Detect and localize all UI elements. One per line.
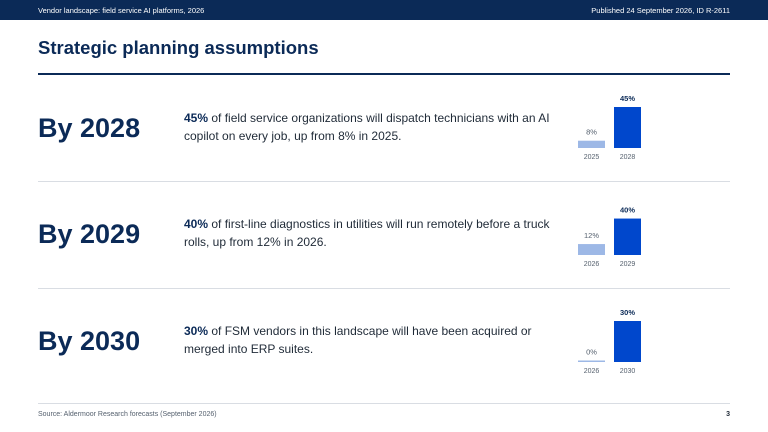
bar-value-label: 8% (586, 128, 597, 137)
bar-value-label: 0% (586, 348, 597, 357)
bar-value-label: 12% (584, 231, 599, 240)
assumption-year: By 2028 (38, 113, 141, 143)
bar-2029 (614, 218, 641, 255)
assumption-statement: 40% of first-line diagnostics in utiliti… (184, 215, 564, 251)
top-header-bar: Vendor landscape: field service AI platf… (0, 0, 768, 20)
bar-value-label: 45% (620, 94, 635, 103)
category-tick-label: 2026 (584, 261, 600, 268)
assumption-text: of field service organizations will disp… (184, 111, 550, 143)
page-number: 3 (726, 411, 730, 418)
assumption-row-2028: By 2028 45% of field service organizatio… (38, 75, 730, 181)
assumption-row-2030: By 2030 30% of FSM vendors in this lands… (38, 289, 730, 395)
assumption-year: By 2030 (38, 326, 141, 356)
assumption-highlight: 40% (184, 217, 209, 231)
assumption-statement: 30% of FSM vendors in this landscape wil… (184, 322, 564, 358)
bar-2025 (578, 140, 605, 148)
source-note: Source: Aldermoor Research forecasts (Se… (38, 411, 217, 418)
bar-value-label: 40% (620, 206, 635, 215)
row-divider (38, 181, 730, 182)
publication-info: Published 24 September 2026, ID R-2611 (591, 6, 730, 15)
category-tick-label: 2030 (620, 368, 636, 375)
bar-2026 (578, 244, 605, 255)
bar-value-label: 30% (620, 308, 635, 317)
category-tick-label: 2028 (620, 154, 636, 161)
category-tick-label: 2029 (620, 261, 636, 268)
assumption-chart-2028: 8% 2025 45% 2028 (578, 94, 641, 161)
category-tick-label: 2025 (584, 154, 600, 161)
slide-title: Strategic planning assumptions (38, 37, 319, 58)
assumption-text: of first-line diagnostics in utilities w… (184, 217, 550, 249)
bar-2028 (614, 107, 641, 148)
assumption-chart-2030: 0% 2026 30% 2030 (578, 308, 641, 375)
assumption-text: of FSM vendors in this landscape will ha… (184, 324, 532, 356)
footer-divider (38, 403, 730, 404)
title-divider (38, 73, 730, 75)
bar-2026 (578, 360, 605, 362)
assumption-row-2029: By 2029 40% of first-line diagnostics in… (38, 182, 730, 288)
row-divider (38, 288, 730, 289)
assumption-statement: 45% of field service organizations will … (184, 109, 564, 145)
assumption-highlight: 30% (184, 324, 209, 338)
category-tick-label: 2026 (584, 368, 600, 375)
assumption-highlight: 45% (184, 111, 209, 125)
bar-2030 (614, 321, 641, 362)
assumption-chart-2029: 12% 2026 40% 2029 (578, 206, 641, 268)
report-title: Vendor landscape: field service AI platf… (38, 6, 205, 15)
assumption-year: By 2029 (38, 219, 141, 249)
